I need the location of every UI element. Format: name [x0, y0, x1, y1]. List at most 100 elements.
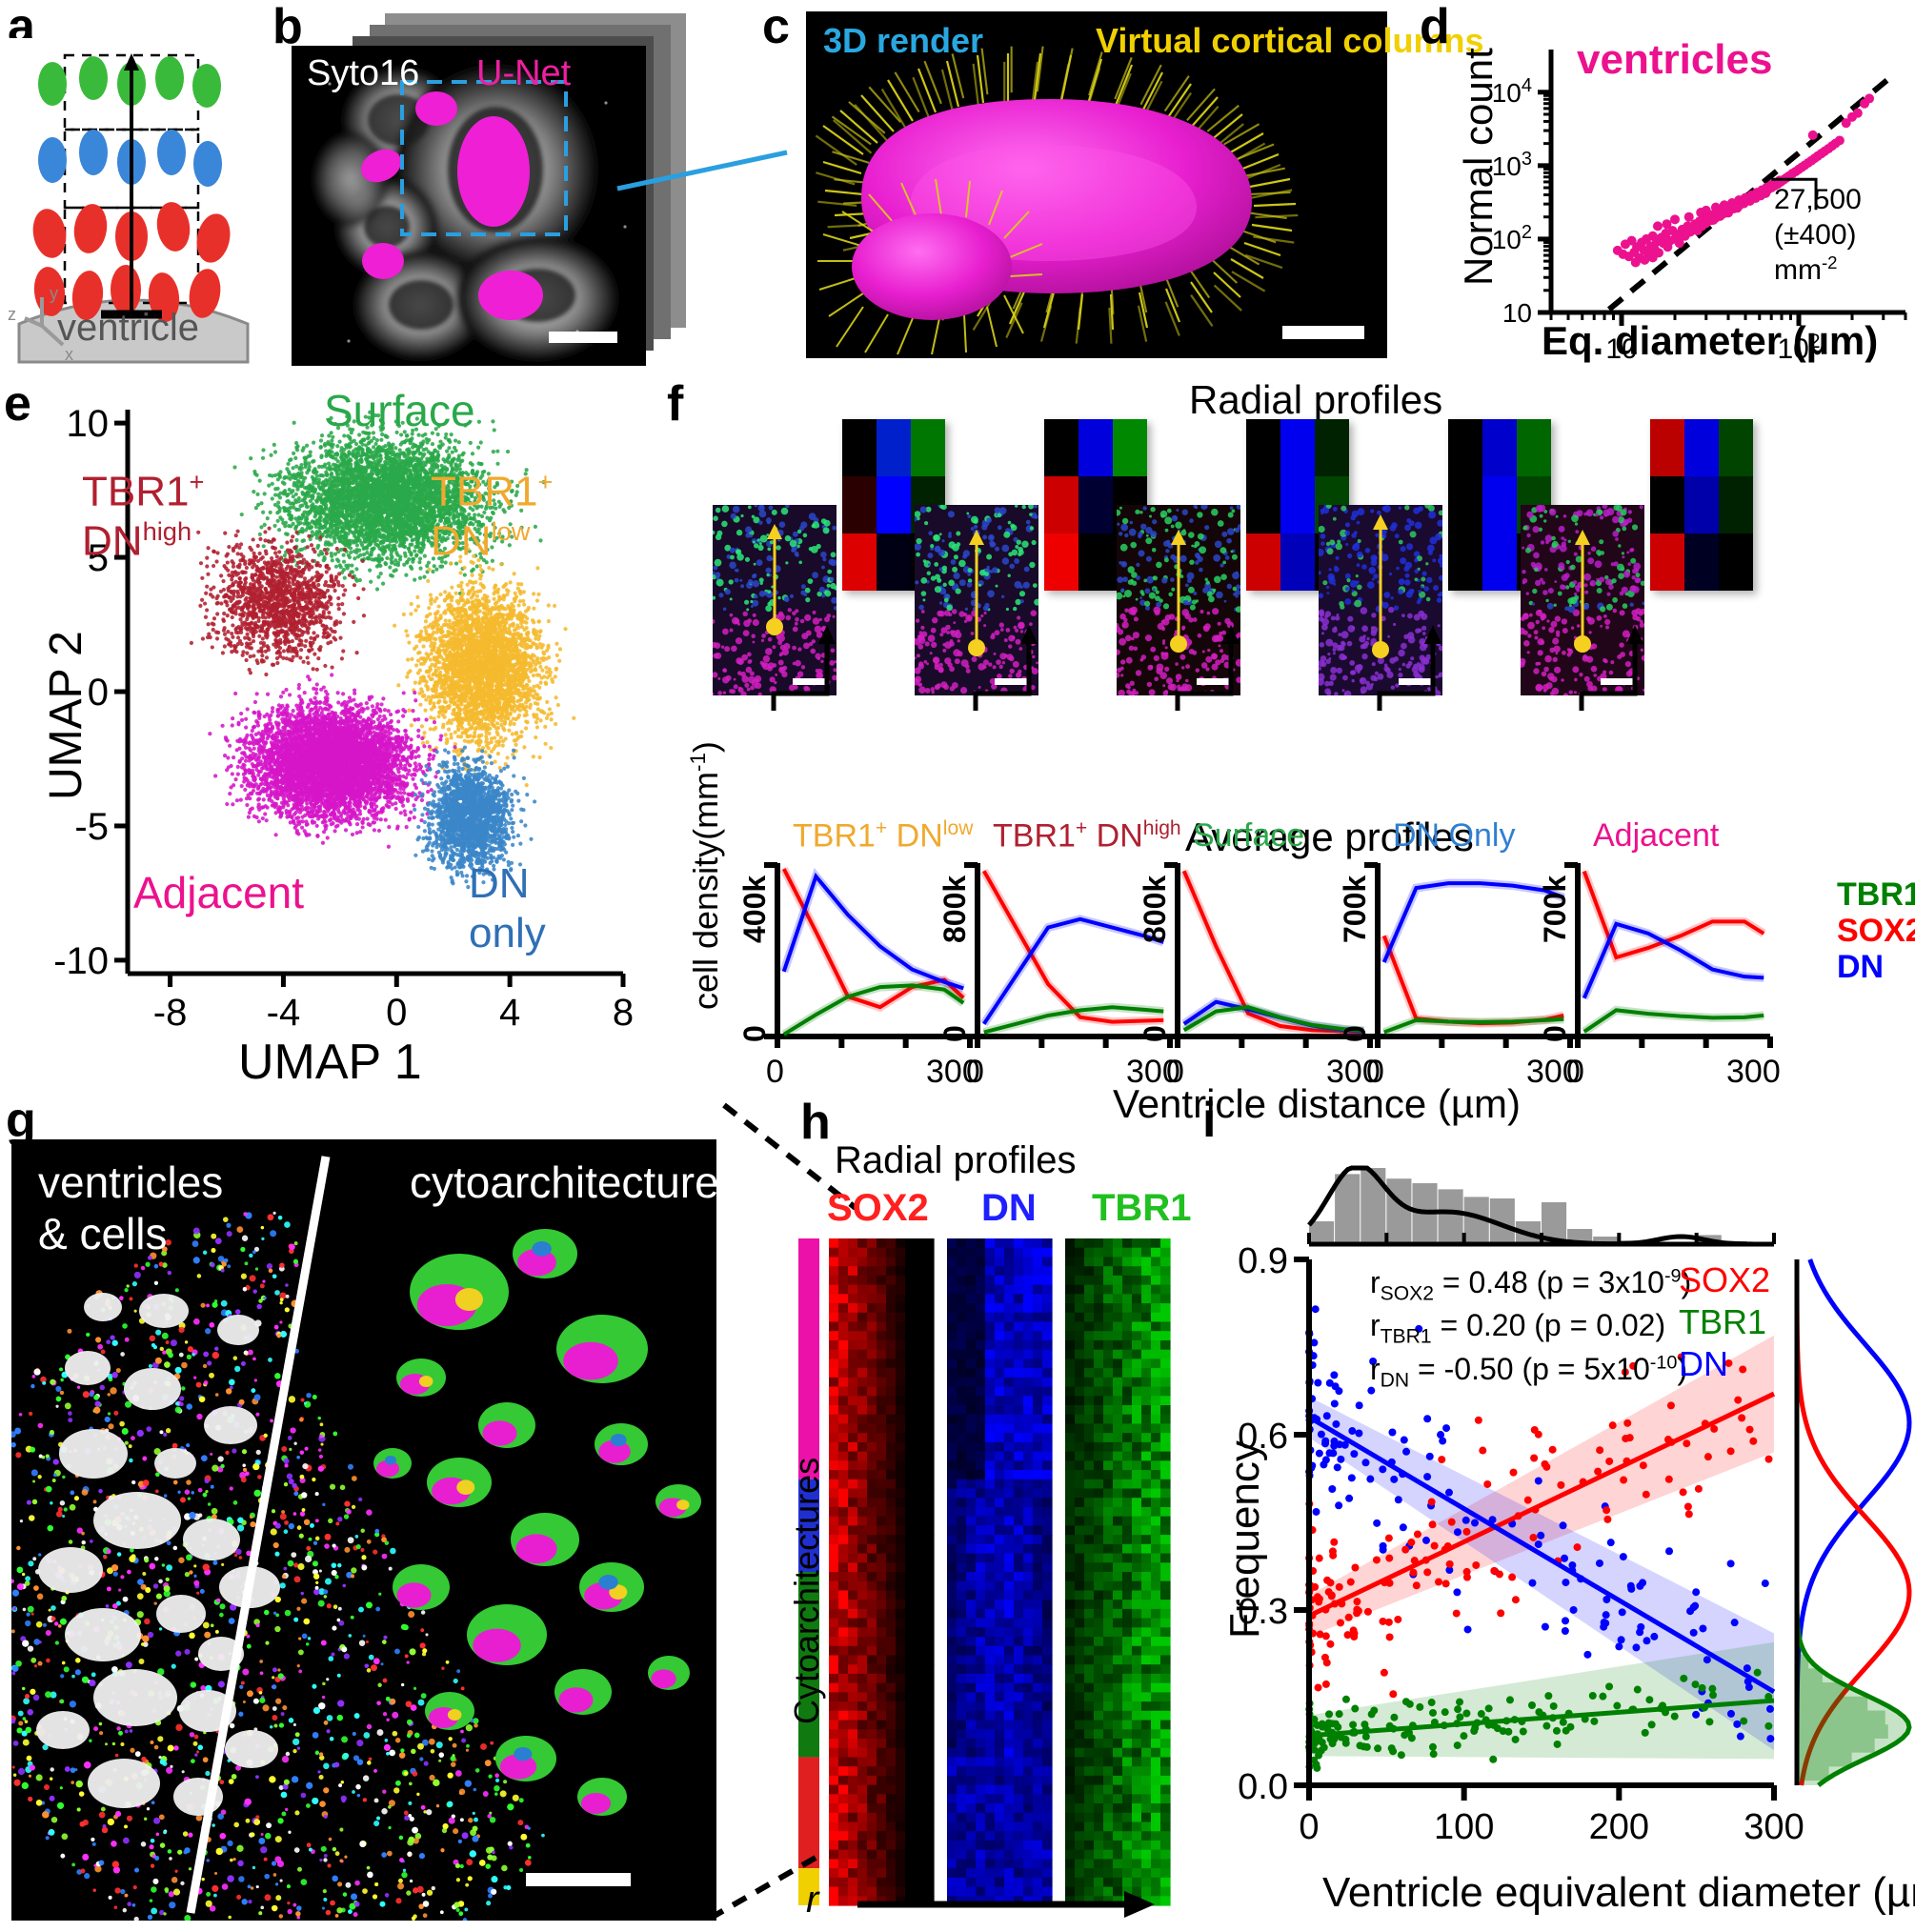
- panel-f-ymax-label-3: 800k: [1138, 875, 1173, 943]
- panel-h-column-label-tbr1: TBR1: [1092, 1187, 1191, 1230]
- panel-f-ymax-label-1: 400k: [737, 875, 773, 943]
- svg-text:10: 10: [1605, 333, 1637, 365]
- legend-item-tbr1: TBR1: [1679, 1301, 1770, 1343]
- panel-f-chart-title-3: Surface: [1193, 817, 1304, 855]
- panel-f-chart-4: [1334, 855, 1578, 1088]
- panel-f-x-start-3: 0: [1166, 1054, 1184, 1091]
- panel-f-strip-arrow-1: [770, 612, 875, 716]
- panel-b-channel-right-label: U-Net: [476, 53, 571, 94]
- panel-a-ventricle-label: ventricle: [57, 307, 199, 350]
- panel-d-annotation: 27,500 (±400) mm-2: [1774, 183, 1915, 289]
- panel-g-3d-scene: [11, 1139, 716, 1921]
- panel-g-caption-right: cytoarchitectures: [410, 1157, 741, 1208]
- panel-f-x-end-2: 300: [1126, 1054, 1180, 1091]
- panel-e-x-axis-label: UMAP 1: [238, 1034, 422, 1091]
- panel-d-title: ventricles: [1577, 36, 1772, 84]
- panel-e-chart: -10 -5 0 5 10 -8 -4 0 4 8: [53, 392, 634, 1034]
- panel-f-x-start-2: 0: [966, 1054, 984, 1091]
- svg-text:10: 10: [1502, 298, 1532, 328]
- panel-h-x-axis-label: r: [806, 1879, 818, 1922]
- panel-h-bottom-leader-line: [711, 1855, 817, 1924]
- panel-label-g: g: [6, 1096, 36, 1145]
- panel-f-profile-strip-5: [1650, 419, 1753, 591]
- panel-f-title-radial: Radial profiles: [1189, 377, 1442, 423]
- panel-h-x-axis-arrow: [838, 1882, 1162, 1925]
- panel-f-strip-arrow-2: [972, 612, 1077, 716]
- panel-d-x-axis-label: Eq. diameter (µm): [1542, 318, 1878, 364]
- panel-f-legend: TBR1 SOX2 DN: [1837, 876, 1915, 985]
- panel-f-yzero-label-2: 0: [937, 1025, 973, 1042]
- panel-h-leader-line: [722, 1102, 857, 1211]
- panel-f-strip-arrow-5: [1578, 612, 1683, 716]
- panel-f-yzero-label-4: 0: [1338, 1025, 1373, 1042]
- panel-f-y-axis-label: cell density(mm-1): [686, 741, 726, 1010]
- panel-f-radial-image-4: [1319, 505, 1442, 695]
- panel-f-strip-arrow-3: [1174, 612, 1279, 716]
- panel-f-x-start-1: 0: [766, 1054, 784, 1091]
- panel-f-yzero-label-3: 0: [1138, 1025, 1173, 1042]
- panel-h-title: Radial profiles: [835, 1139, 1076, 1182]
- panel-f-x-axis-label: Ventricle distance (µm): [1113, 1081, 1521, 1127]
- panel-f-x-start-5: 0: [1566, 1054, 1584, 1091]
- panel-label-d: d: [1420, 2, 1450, 51]
- panel-c-title-left: 3D render: [823, 21, 983, 61]
- panel-f-strip-arrow-4: [1376, 612, 1481, 716]
- panel-g-caption-left: ventricles & cells: [38, 1157, 223, 1260]
- panel-a-schematic: [10, 38, 257, 364]
- panel-d-y-axis-label: Normal count: [1456, 48, 1502, 286]
- svg-text:102: 102: [1492, 222, 1532, 254]
- panel-i-legend: SOX2 TBR1 DN: [1679, 1259, 1770, 1385]
- panel-f-radial-image-1: [713, 505, 837, 695]
- panel-f-ymax-label-4: 700k: [1338, 875, 1373, 943]
- svg-text:102: 102: [1777, 331, 1820, 366]
- panel-f-yzero-label-1: 0: [737, 1025, 773, 1042]
- panel-f-chart-3: [1134, 855, 1378, 1088]
- panel-label-h: h: [800, 1097, 831, 1147]
- panel-f-x-end-3: 300: [1326, 1054, 1381, 1091]
- panel-c-title-right: Virtual cortical columns: [1096, 21, 1483, 61]
- panel-f-chart-title-5: Adjacent: [1593, 817, 1719, 855]
- panel-f-chart-1: [734, 855, 978, 1088]
- panel-d-chart: 10 102 103 104 10 102: [1467, 27, 1915, 365]
- panel-b-to-c-connector: [616, 143, 789, 200]
- panel-c-3d-render: [806, 11, 1387, 358]
- axis-orientation-icon: y z x: [6, 284, 91, 368]
- panel-f-radial-image-2: [915, 505, 1038, 695]
- svg-text:y: y: [50, 284, 58, 303]
- panel-f-title-average: Average profiles: [1185, 815, 1474, 860]
- panel-f-ymax-label-2: 800k: [937, 875, 973, 943]
- legend-item-dn: DN: [1679, 1343, 1770, 1385]
- panel-h-column-label-sox2: SOX2: [827, 1187, 929, 1230]
- panel-e-cluster-label-surface: Surface: [324, 385, 475, 436]
- panel-d-annotation-value: 27,500: [1774, 183, 1915, 218]
- stat-tbr1: rTBR1 = 0.20 (p = 0.02): [1370, 1306, 1691, 1349]
- svg-text:z: z: [8, 305, 16, 324]
- legend-item-dn: DN: [1837, 949, 1915, 985]
- svg-text:x: x: [65, 345, 73, 364]
- stat-sox2: rSOX2 = 0.48 (p = 3x10-9): [1370, 1263, 1691, 1306]
- panel-label-c: c: [762, 2, 790, 51]
- panel-e-cluster-label-tbr1-dnhigh: TBR1+ DNhigh: [82, 467, 204, 567]
- stat-dn: rDN = -0.50 (p = 5x10-10): [1370, 1350, 1691, 1393]
- panel-i-chart: 0.0 0.3 0.6 0.9 0 100 200 300: [1202, 1153, 1915, 1858]
- panel-i-x-axis-label: Ventricle equivalent diameter (µm): [1322, 1869, 1915, 1917]
- panel-f-ymax-label-5: 700k: [1538, 875, 1573, 943]
- panel-i-stats-block: rSOX2 = 0.48 (p = 3x10-9) rTBR1 = 0.20 (…: [1370, 1263, 1691, 1393]
- legend-item-sox2: SOX2: [1679, 1259, 1770, 1301]
- panel-f-chart-2: [934, 855, 1178, 1088]
- panel-f-x-end-1: 300: [926, 1054, 980, 1091]
- legend-item-tbr1: TBR1: [1837, 876, 1915, 913]
- panel-f-x-end-4: 300: [1526, 1054, 1581, 1091]
- panel-h-heatmap: [798, 1238, 1199, 1906]
- panel-f-radial-image-3: [1117, 505, 1240, 695]
- panel-f-x-start-4: 0: [1366, 1054, 1384, 1091]
- panel-e-y-axis-label: UMAP 2: [40, 631, 92, 800]
- panel-e-cluster-label-tbr1-dnlow: TBR1+ DNlow: [431, 467, 553, 567]
- panel-h-y-axis-label: Cytoarchitectures: [787, 1458, 827, 1724]
- panel-f-chart-title-2: TBR1+ DNhigh: [993, 817, 1181, 855]
- panel-f-x-end-5: 300: [1726, 1054, 1781, 1091]
- panel-f-radial-image-5: [1521, 505, 1644, 695]
- panel-b-microscopy-image: [292, 46, 646, 366]
- panel-label-f: f: [667, 379, 683, 429]
- panel-label-b: b: [272, 2, 303, 51]
